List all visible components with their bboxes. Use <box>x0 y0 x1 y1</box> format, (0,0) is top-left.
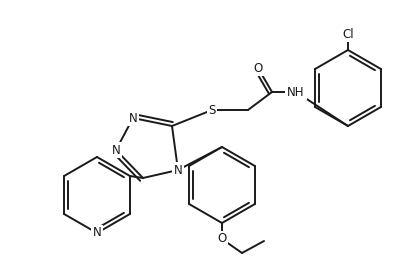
Text: S: S <box>208 103 216 116</box>
Text: N: N <box>129 112 137 124</box>
Text: N: N <box>112 144 120 156</box>
Text: O: O <box>253 61 262 74</box>
Text: N: N <box>173 164 183 176</box>
Text: O: O <box>218 232 227 246</box>
Text: Cl: Cl <box>342 27 354 40</box>
Text: N: N <box>93 227 101 240</box>
Text: NH: NH <box>287 86 305 99</box>
